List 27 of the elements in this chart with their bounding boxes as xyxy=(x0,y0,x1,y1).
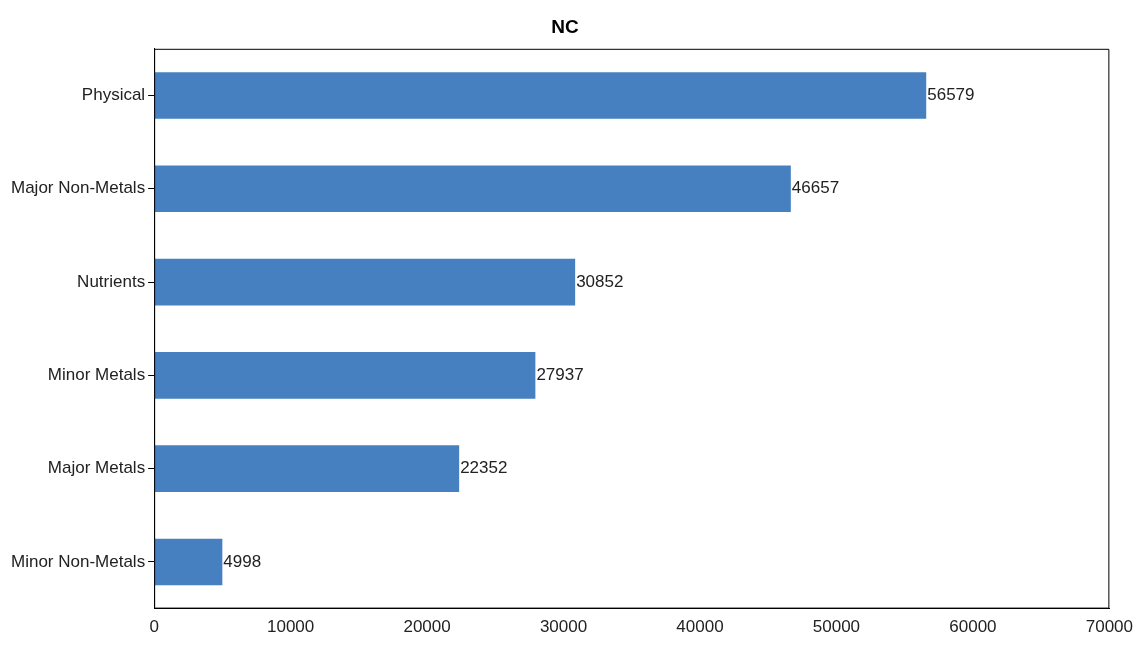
x-tick-label: 40000 xyxy=(676,617,724,637)
data-label: 56579 xyxy=(927,85,975,105)
x-tick-label: 30000 xyxy=(539,617,588,637)
bar xyxy=(154,538,223,586)
x-tick-label: 60000 xyxy=(949,617,997,637)
y-tick-label: Physical xyxy=(81,85,146,105)
y-tick-label: Major Metals xyxy=(47,458,146,478)
y-tick-label: Major Non-Metals xyxy=(10,178,146,198)
x-tick-label: 50000 xyxy=(812,617,861,637)
data-label: 30852 xyxy=(576,271,624,291)
data-label: 22352 xyxy=(460,458,508,478)
x-tick-label: 20000 xyxy=(403,617,451,637)
bar xyxy=(154,352,536,399)
y-tick-label: Minor Non-Metals xyxy=(10,551,146,571)
x-tick-label: 10000 xyxy=(266,617,315,637)
y-tick-label: Minor Metals xyxy=(47,365,146,385)
x-tick-label: 0 xyxy=(149,617,159,637)
y-tick-label: Nutrients xyxy=(77,271,146,291)
data-label: 27937 xyxy=(536,365,584,385)
bar xyxy=(154,72,927,119)
bar xyxy=(154,258,576,306)
x-tick-label: 70000 xyxy=(1085,617,1133,637)
data-label: 46657 xyxy=(791,178,840,198)
data-label: 4998 xyxy=(223,551,262,571)
chart-title: NC xyxy=(551,15,579,37)
bar xyxy=(154,445,460,492)
bar xyxy=(154,165,791,213)
